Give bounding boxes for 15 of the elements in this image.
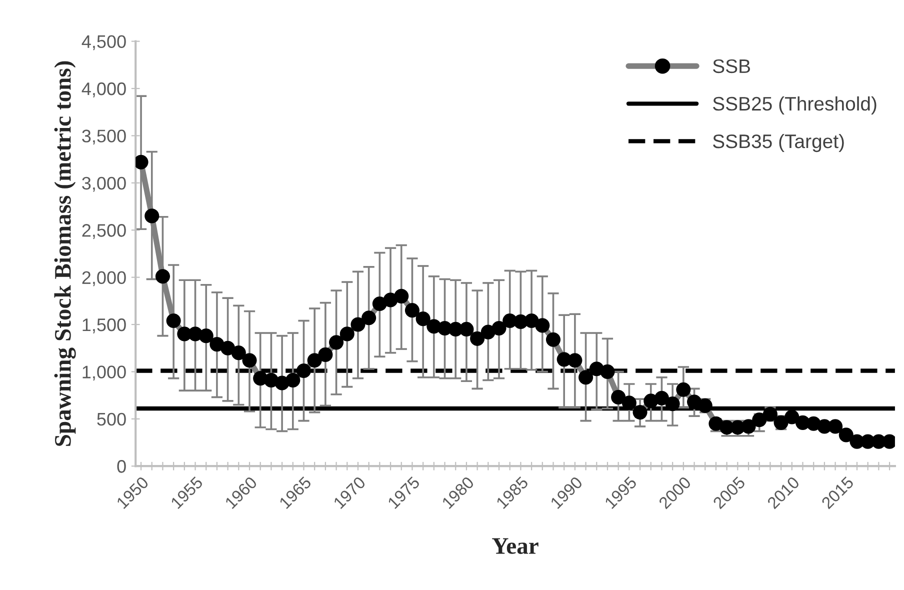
y-tick-label: 4,000 xyxy=(82,82,126,98)
y-tick-label: 500 xyxy=(97,412,126,426)
y-tick-label: 3,000 xyxy=(82,176,126,192)
legend-label: SSB25 (Threshold) xyxy=(713,96,876,114)
y-tick-label: 0 xyxy=(117,460,126,473)
y-tick-label: 3,500 xyxy=(82,130,126,145)
x-axis-title: Year xyxy=(492,538,538,554)
legend-label: SSB xyxy=(713,59,750,74)
y-tick-label: 1,000 xyxy=(82,366,126,381)
y-axis-title: Spawning Stock Biomass (metric tons) xyxy=(54,61,76,446)
y-tick-label: 1,500 xyxy=(82,318,126,334)
y-tick-label: 4,500 xyxy=(82,35,126,50)
legend-label: SSB35 (Target) xyxy=(713,134,844,152)
y-tick-label: 2,500 xyxy=(82,224,126,239)
y-tick-label: 2,000 xyxy=(82,271,126,286)
